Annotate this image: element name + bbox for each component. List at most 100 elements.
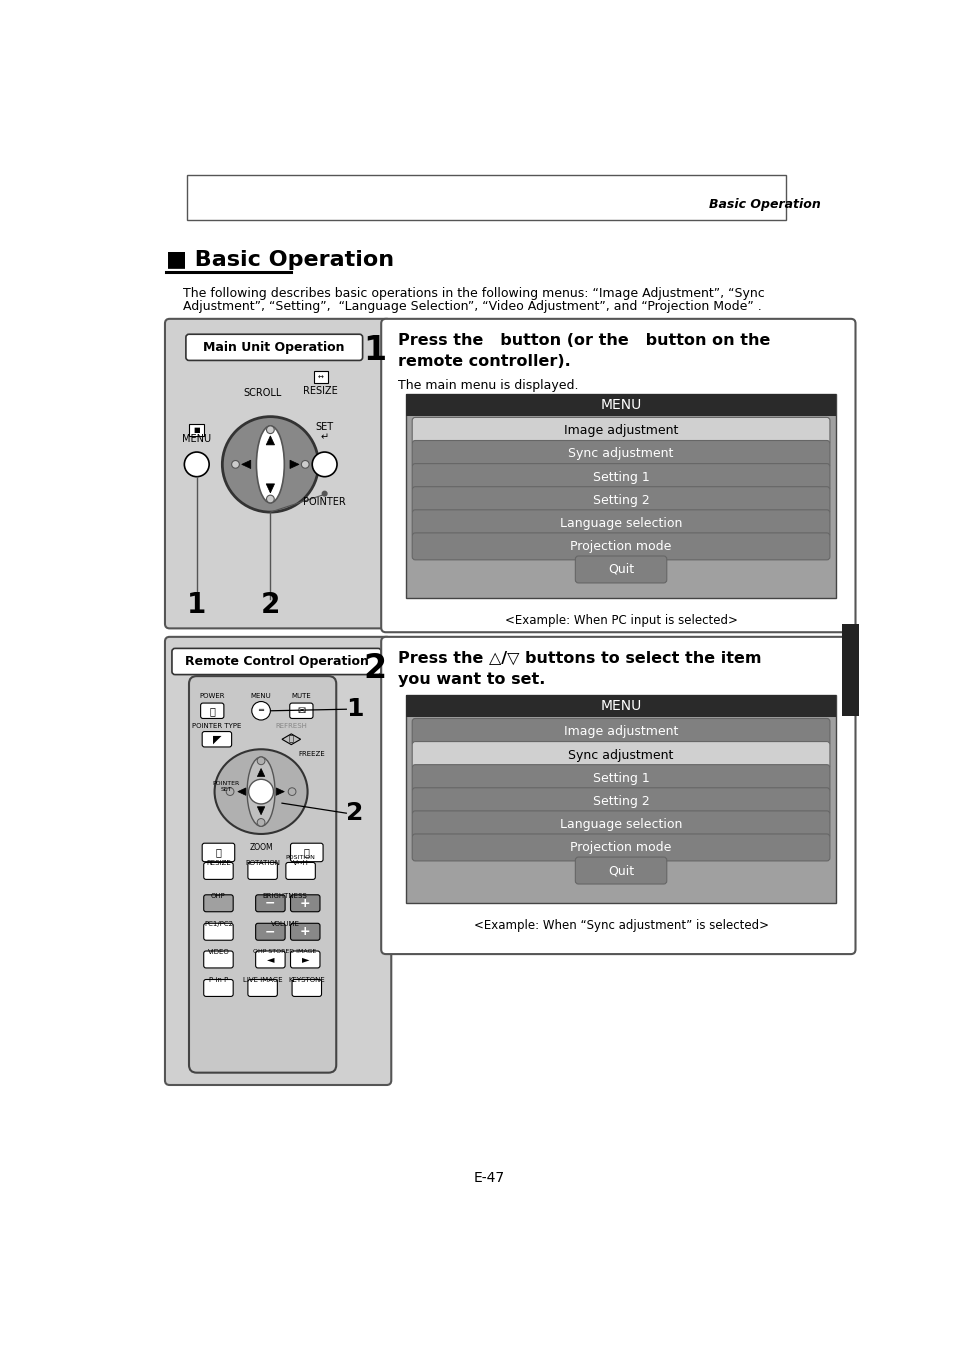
FancyBboxPatch shape bbox=[412, 834, 829, 861]
FancyBboxPatch shape bbox=[291, 895, 319, 911]
FancyBboxPatch shape bbox=[291, 950, 319, 968]
Text: SCROLL: SCROLL bbox=[243, 388, 281, 398]
Polygon shape bbox=[257, 806, 265, 814]
FancyBboxPatch shape bbox=[255, 895, 285, 911]
FancyBboxPatch shape bbox=[406, 395, 835, 417]
Text: Press the   button (or the   button on the: Press the button (or the button on the bbox=[397, 333, 770, 348]
Text: ■ Basic Operation: ■ Basic Operation bbox=[166, 251, 394, 271]
FancyBboxPatch shape bbox=[292, 980, 321, 996]
Text: 2: 2 bbox=[260, 590, 280, 619]
Text: −: − bbox=[265, 925, 275, 938]
FancyBboxPatch shape bbox=[412, 487, 829, 514]
Text: VOLUME: VOLUME bbox=[271, 921, 299, 927]
Text: POINTER
SET: POINTER SET bbox=[213, 780, 239, 791]
Text: +: + bbox=[299, 896, 311, 910]
Text: RESIZE: RESIZE bbox=[206, 860, 231, 867]
Text: E-47: E-47 bbox=[473, 1171, 504, 1185]
Text: MENU: MENU bbox=[182, 434, 212, 443]
FancyBboxPatch shape bbox=[412, 464, 829, 491]
Text: POSITION: POSITION bbox=[285, 855, 315, 860]
Text: remote controller).: remote controller). bbox=[397, 355, 571, 369]
Circle shape bbox=[266, 495, 274, 503]
FancyBboxPatch shape bbox=[165, 636, 391, 1085]
Circle shape bbox=[288, 787, 295, 795]
FancyBboxPatch shape bbox=[412, 532, 829, 559]
Text: 2: 2 bbox=[346, 801, 363, 825]
Text: Ⓘ: Ⓘ bbox=[289, 735, 294, 744]
Text: Quit: Quit bbox=[607, 864, 634, 878]
FancyBboxPatch shape bbox=[406, 696, 835, 717]
FancyBboxPatch shape bbox=[204, 863, 233, 879]
FancyBboxPatch shape bbox=[290, 704, 313, 718]
Text: FREEZE: FREEZE bbox=[297, 751, 324, 756]
Text: Press the △/▽ buttons to select the item: Press the △/▽ buttons to select the item bbox=[397, 651, 760, 666]
Circle shape bbox=[266, 426, 274, 434]
Ellipse shape bbox=[256, 426, 284, 503]
FancyBboxPatch shape bbox=[187, 175, 785, 220]
Text: Main Unit Operation: Main Unit Operation bbox=[203, 341, 345, 353]
Polygon shape bbox=[282, 733, 300, 744]
Text: MENU: MENU bbox=[251, 693, 272, 700]
Circle shape bbox=[222, 417, 318, 512]
FancyBboxPatch shape bbox=[575, 857, 666, 884]
Polygon shape bbox=[257, 768, 265, 776]
FancyBboxPatch shape bbox=[412, 787, 829, 814]
Text: The main menu is displayed.: The main menu is displayed. bbox=[397, 379, 578, 392]
Text: LIVE IMAGE: LIVE IMAGE bbox=[243, 977, 282, 983]
Text: Language selection: Language selection bbox=[559, 516, 681, 530]
Text: Sync adjustment: Sync adjustment bbox=[568, 448, 673, 461]
FancyBboxPatch shape bbox=[291, 844, 323, 861]
Text: you want to set.: you want to set. bbox=[397, 673, 545, 687]
Text: ■: ■ bbox=[193, 427, 200, 434]
FancyBboxPatch shape bbox=[204, 950, 233, 968]
Text: ↵: ↵ bbox=[320, 433, 329, 442]
FancyBboxPatch shape bbox=[412, 441, 829, 468]
Ellipse shape bbox=[247, 758, 274, 826]
FancyBboxPatch shape bbox=[412, 418, 829, 445]
FancyBboxPatch shape bbox=[204, 895, 233, 911]
Circle shape bbox=[312, 452, 336, 477]
FancyBboxPatch shape bbox=[286, 863, 315, 879]
Text: Setting 1: Setting 1 bbox=[592, 771, 649, 785]
FancyBboxPatch shape bbox=[412, 510, 829, 537]
Text: MENU: MENU bbox=[599, 398, 641, 412]
FancyBboxPatch shape bbox=[412, 741, 829, 768]
Text: 1: 1 bbox=[346, 697, 363, 721]
Text: Remote Control Operation: Remote Control Operation bbox=[185, 655, 368, 669]
Text: Setting 2: Setting 2 bbox=[592, 493, 649, 507]
Text: Sync adjustment: Sync adjustment bbox=[568, 748, 673, 762]
FancyBboxPatch shape bbox=[248, 980, 277, 996]
FancyBboxPatch shape bbox=[841, 624, 858, 716]
Polygon shape bbox=[241, 460, 251, 469]
FancyBboxPatch shape bbox=[412, 718, 829, 745]
FancyBboxPatch shape bbox=[204, 923, 233, 941]
Text: PC1/PC2: PC1/PC2 bbox=[204, 921, 233, 927]
Text: MUTE: MUTE bbox=[292, 693, 311, 700]
FancyBboxPatch shape bbox=[575, 555, 666, 582]
Text: RESIZE: RESIZE bbox=[303, 387, 337, 396]
Text: 1: 1 bbox=[187, 590, 206, 619]
Text: V↔H: V↔H bbox=[293, 860, 308, 867]
Ellipse shape bbox=[214, 749, 307, 834]
Text: Setting 2: Setting 2 bbox=[592, 795, 649, 807]
FancyBboxPatch shape bbox=[412, 811, 829, 838]
Polygon shape bbox=[266, 435, 274, 445]
Text: POINTER: POINTER bbox=[303, 497, 346, 507]
Text: VIDEO: VIDEO bbox=[208, 949, 229, 954]
Text: ROTATION: ROTATION bbox=[245, 860, 280, 867]
FancyBboxPatch shape bbox=[165, 319, 391, 628]
Text: OHP: OHP bbox=[211, 892, 226, 899]
FancyBboxPatch shape bbox=[381, 636, 855, 954]
Text: The following describes basic operations in the following menus: “Image Adjustme: The following describes basic operations… bbox=[183, 287, 763, 299]
Text: ⛹: ⛹ bbox=[215, 848, 221, 857]
Text: MENU: MENU bbox=[599, 700, 641, 713]
Text: Projection mode: Projection mode bbox=[570, 541, 671, 553]
Text: BRIGHTNESS: BRIGHTNESS bbox=[262, 892, 307, 899]
Text: ZOOM: ZOOM bbox=[249, 844, 273, 852]
Text: ◄: ◄ bbox=[266, 954, 274, 964]
FancyBboxPatch shape bbox=[255, 923, 285, 941]
Polygon shape bbox=[266, 484, 274, 493]
Text: ⏻: ⏻ bbox=[209, 706, 215, 716]
FancyBboxPatch shape bbox=[202, 732, 232, 747]
FancyBboxPatch shape bbox=[381, 319, 855, 632]
